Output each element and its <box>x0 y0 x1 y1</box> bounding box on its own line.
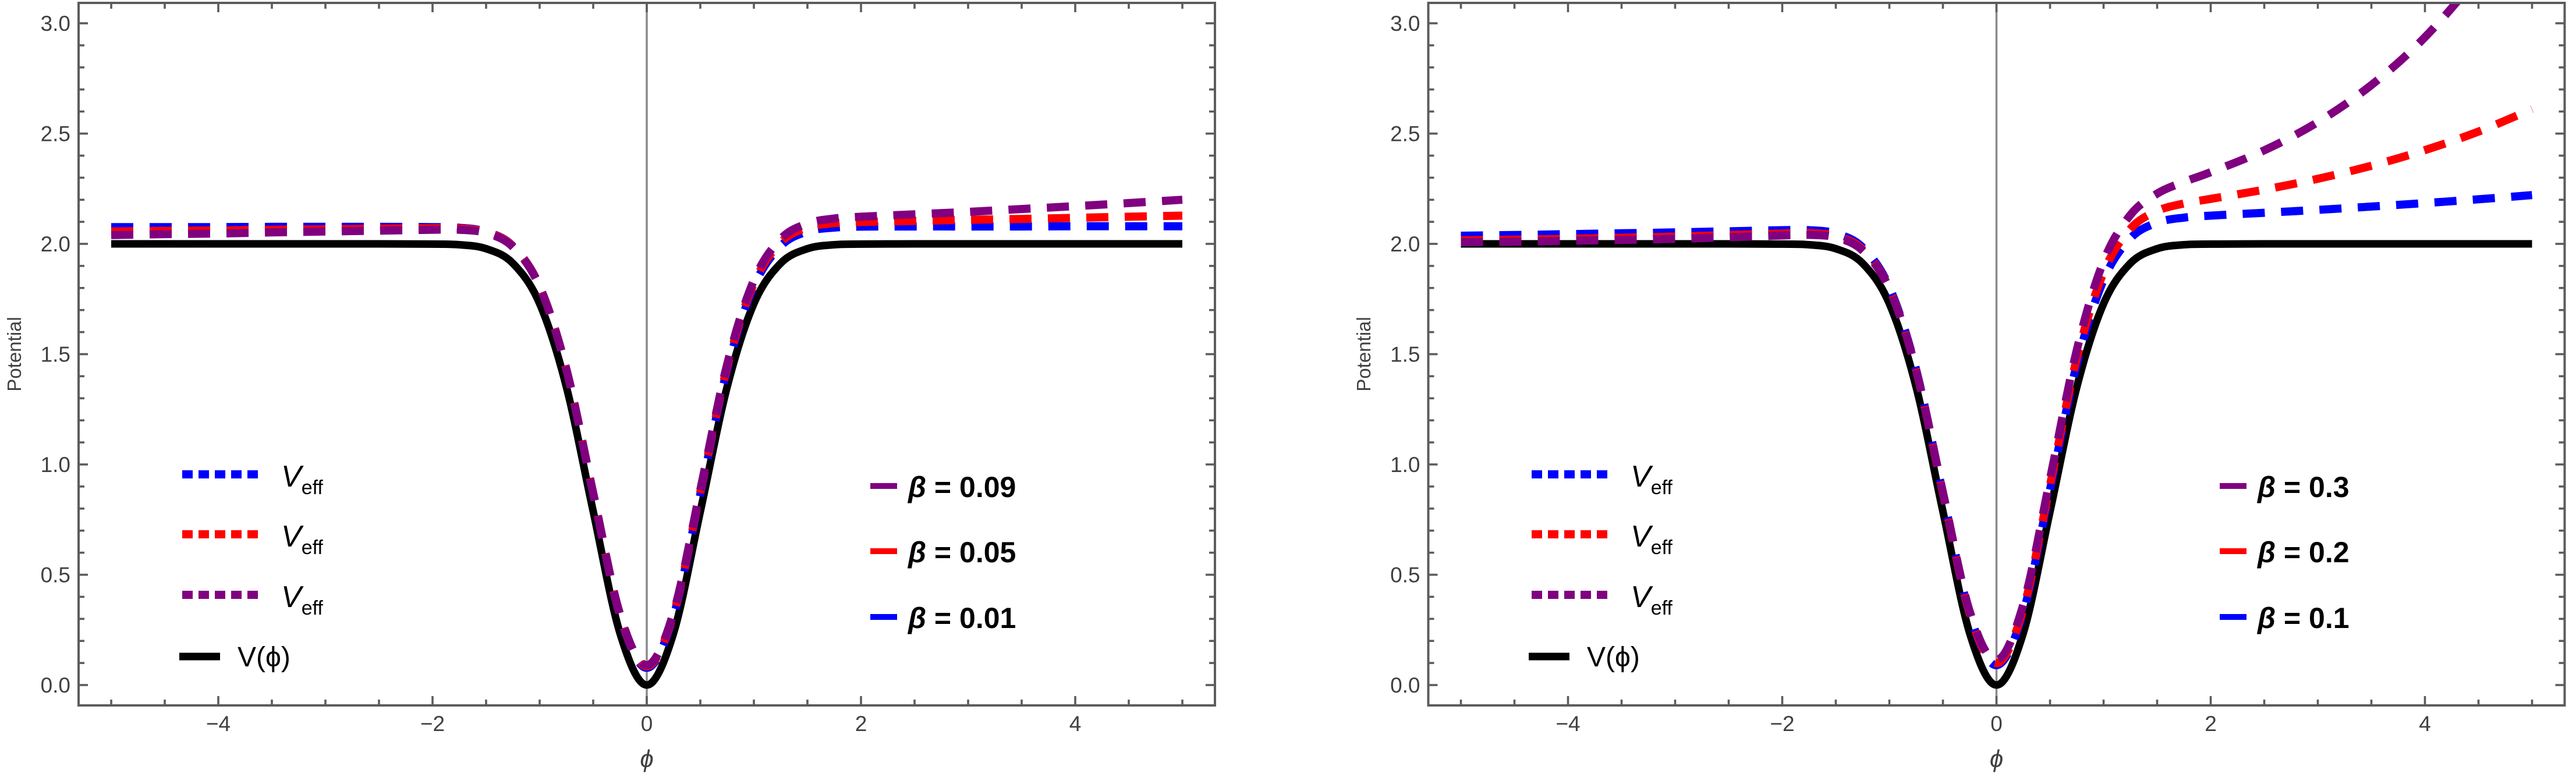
legend-veff: Veff Veff Veff V(ϕ) <box>1529 460 1673 673</box>
y-tick-label: 2.0 <box>41 232 70 256</box>
legend-label-beta: β = 0.09 <box>907 471 1016 503</box>
curve-V_eff-0.3- <box>1461 3 2462 665</box>
legend-label-beta: β = 0.05 <box>907 536 1016 569</box>
legend-label-beta: β = 0.01 <box>907 602 1016 634</box>
legend-label-vphi: V(ϕ) <box>1587 642 1640 673</box>
y-tick-label: 1.0 <box>41 453 70 477</box>
y-axis-label-potential: Potential <box>1353 317 1374 391</box>
legend-label-beta: β = 0.3 <box>2256 471 2350 503</box>
legend-label-veff: Veff <box>281 580 323 619</box>
curve-V- <box>1461 240 2532 689</box>
curve-V_eff-0.2- <box>1461 105 2534 668</box>
legend-label-veff: Veff <box>1631 460 1673 499</box>
plot-left: −4 −2 0 2 4 0.0 0.5 1.0 1.5 2.0 2.5 3.0 ϕ Potential Ve… <box>3 2 1216 772</box>
x-tick-label: 0 <box>641 712 653 736</box>
x-axis-label-phi: ϕ <box>640 745 653 772</box>
x-tick-label: 0 <box>1990 712 2003 736</box>
legend-label-vphi: V(ϕ) <box>238 642 290 673</box>
legend-beta: β = 0.09 β = 0.05 β = 0.01 <box>870 471 1016 634</box>
y-tick-label: 1.5 <box>1390 343 1420 367</box>
x-tick-label: −4 <box>206 712 231 736</box>
x-tick-label: 2 <box>855 712 867 736</box>
y-tick-label: 0.5 <box>1390 563 1420 587</box>
curve-V- <box>111 240 1182 689</box>
y-tick-label: 0.0 <box>41 673 70 697</box>
x-tick-label: 4 <box>2419 712 2431 736</box>
legend-veff: Veff Veff Veff V(ϕ) <box>179 460 323 673</box>
x-tick-label: −2 <box>1770 712 1794 736</box>
y-tick-label: 3.0 <box>41 12 70 36</box>
legend-label-beta: β = 0.2 <box>2256 536 2350 569</box>
x-axis-label-phi: ϕ <box>1990 745 2003 772</box>
legend-label-veff: Veff <box>1631 520 1673 559</box>
legend-label-veff: Veff <box>281 460 323 499</box>
ticks <box>1428 3 2565 705</box>
legend-beta: β = 0.3 β = 0.2 β = 0.1 <box>2220 471 2350 634</box>
curve-V_eff-0.09- <box>111 196 1183 669</box>
y-tick-label: 2.5 <box>1390 122 1420 146</box>
legend-label-veff: Veff <box>281 520 323 559</box>
y-tick-label: 0.0 <box>1390 673 1420 697</box>
curves <box>111 196 1183 689</box>
y-tick-label: 2.0 <box>1390 232 1420 256</box>
legend-label-veff: Veff <box>1631 580 1673 619</box>
y-tick-label: 1.5 <box>41 343 70 367</box>
y-axis-label-potential: Potential <box>3 317 25 391</box>
x-tick-label: −2 <box>420 712 445 736</box>
curves <box>1461 3 2534 689</box>
y-tick-label: 3.0 <box>1390 12 1420 36</box>
legend-label-beta: β = 0.1 <box>2256 602 2350 634</box>
y-tick-label: 1.0 <box>1390 453 1420 477</box>
y-tick-label: 2.5 <box>41 122 70 146</box>
plot-right: −4 −2 0 2 4 0.0 0.5 1.0 1.5 2.0 2.5 3.0 ϕ Potential Ve… <box>1353 2 2566 772</box>
x-tick-label: 2 <box>2205 712 2217 736</box>
x-tick-label: −4 <box>1555 712 1580 736</box>
ticks <box>79 3 1215 705</box>
x-tick-label: 4 <box>1069 712 1082 736</box>
y-tick-label: 0.5 <box>41 563 70 587</box>
